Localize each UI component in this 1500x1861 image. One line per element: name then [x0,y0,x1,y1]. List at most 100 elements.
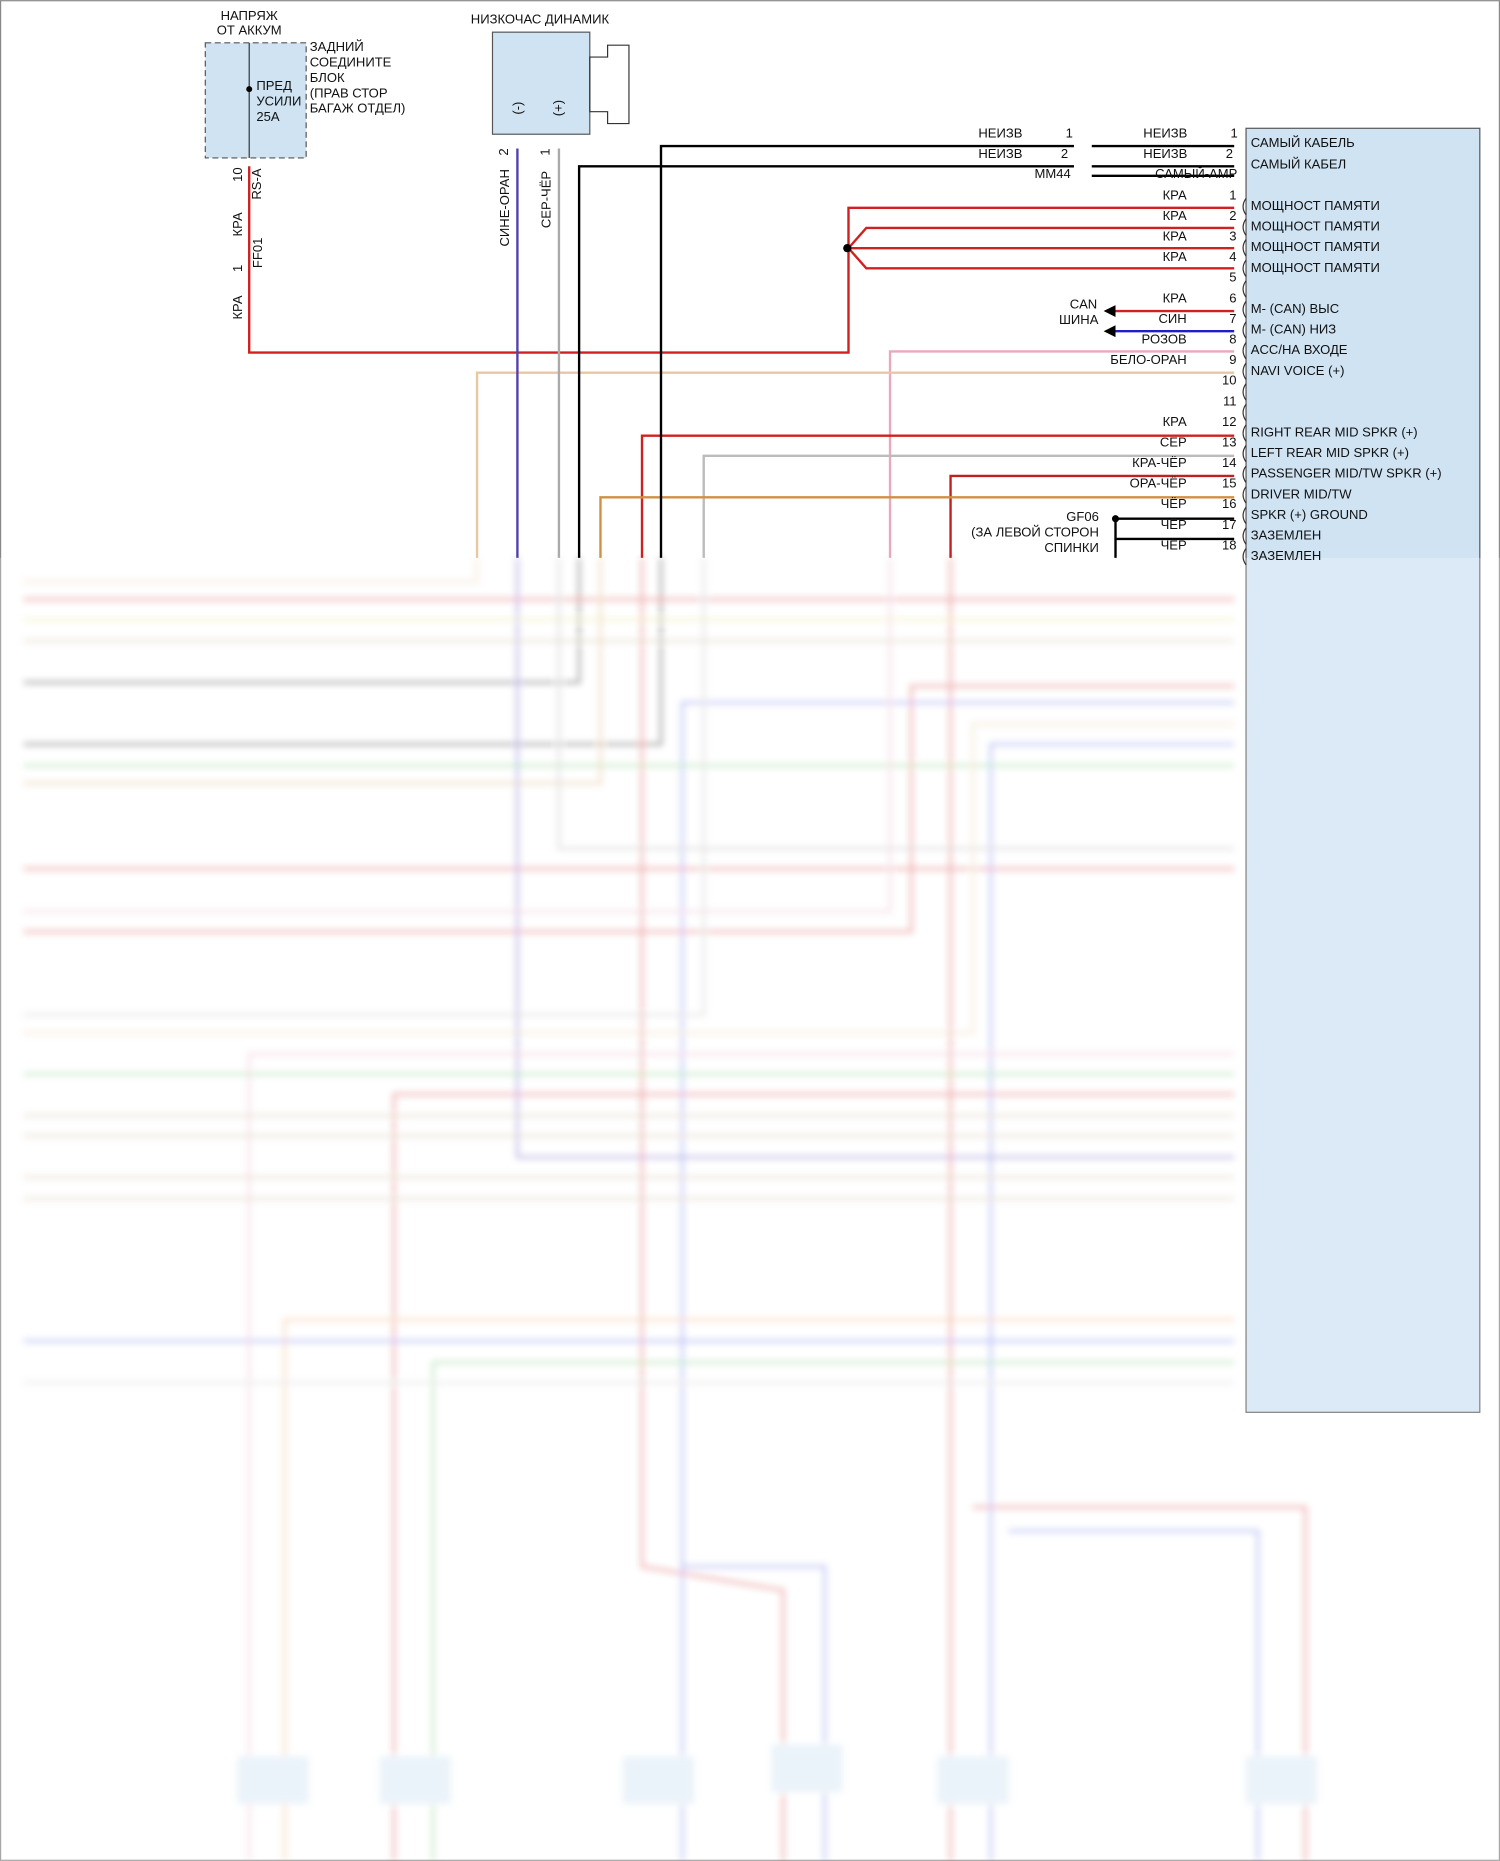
wire-color: НЕИЗВ [1143,146,1187,161]
wire-black-1 [659,144,1074,558]
pin-label: M- (CAN) НИЗ [1251,322,1336,337]
ground-name: GF06 [1066,509,1099,524]
subwoofer-title: НИЗКОЧАС ДИНАМИК [471,12,610,27]
pin-number: 1 [1229,187,1236,202]
pin-label: САМЫЙ КАБЕЛ [1251,157,1346,172]
wire-color: СЕР [1160,434,1187,449]
wires [248,144,1235,558]
wire-color: СИН [1158,311,1186,326]
pin-terminal [1242,445,1247,463]
pin-number: 15 [1222,476,1237,491]
pin-label: SPKR (+) GROUND [1251,507,1368,522]
pin-label: RIGHT REAR MID SPKR (+) [1251,425,1418,440]
pin-label: МОЩНОСТ ПАМЯТИ [1251,239,1380,254]
junction-box [204,42,307,159]
amp-connector [1245,127,1481,1413]
wire-gray [702,454,1235,558]
wire-color: НЕИЗВ [978,126,1022,141]
block-label: БЛОК [310,70,345,85]
pin-number: 18 [1222,537,1237,552]
pin-number: 11 [1223,393,1237,408]
wire-color: КРА [1163,290,1187,305]
pin-label: NAVI VOICE (+) [1251,363,1345,378]
fuse-label: УСИЛИ [256,94,301,109]
pin-terminal [1242,280,1247,298]
pin-label: МОЩНОСТ ПАМЯТИ [1251,219,1380,234]
wire-red [248,166,1235,354]
ground-note: (ЗА ЛЕВОЙ СТОРОН [971,524,1099,539]
wire-ground [1114,517,1235,558]
pin-number: 2 [1229,208,1236,223]
pin-terminal [1242,424,1247,442]
pin-number: 6 [1229,290,1236,305]
wire-color: КРА [1163,414,1187,429]
pin-number: 1 [1231,126,1238,141]
block-label: СОЕДИНИТЕ [310,54,392,69]
pin-terminal [1242,259,1247,278]
can-label: CAN [1070,297,1098,312]
pin-number: 10 [230,167,245,182]
pin-label: PASSENGER MID/TW SPKR (+) [1251,466,1442,481]
wire-color: НЕИЗВ [978,146,1022,161]
can-arrows [1103,305,1116,338]
wire-color: ЧЁР [1161,496,1187,511]
pin-terminal [1242,403,1247,422]
pin-label: ЗАЗЕМЛЕН [1251,548,1322,563]
wire-color: ЧЁР [1161,537,1187,552]
pin-number: 13 [1222,434,1237,449]
wire-color: КРА [1163,249,1187,264]
pin-label: МОЩНОСТ ПАМЯТИ [1251,260,1380,275]
ground-note: СПИНКИ [1044,540,1099,555]
pin-terminal [1242,506,1247,525]
subwoofer-box [491,31,591,135]
terminal: (-) [510,102,525,115]
wire-black-2 [577,165,1074,558]
wire-color: КРА [230,295,245,319]
pin-number: 17 [1222,517,1237,532]
wire-color: ОРА-ЧЁР [1130,476,1187,491]
pin-label: ЗАЗЕМЛЕН [1251,527,1322,542]
block-label: БАГАЖ ОТДЕЛ) [310,101,406,116]
block-label: ЗАДНИЙ [310,39,364,54]
wire-color: СЕР-ЧЁР [539,171,554,229]
pin-number: 2 [1226,146,1233,161]
wire-color: КРА [1163,187,1187,202]
blurred-lower-section [23,557,1318,1861]
pin-label: МОЩНОСТ ПАМЯТИ [1251,198,1380,213]
pin-terminal [1242,197,1247,216]
pin-number: 5 [1229,270,1236,285]
pin-label: ACC/НА ВХОДЕ [1251,342,1348,357]
wire-red-black [949,474,1235,558]
pin-number: 8 [1229,332,1236,347]
wire-pink [888,350,1235,558]
pin-number: 1 [1066,126,1073,141]
fuse-label: ПРЕД [256,78,292,93]
ground-dot [1111,515,1120,523]
wire-black-amp [1091,144,1235,177]
fuse-label: 25A [256,109,280,124]
pin-number: 3 [1229,229,1236,244]
wire-color: СИНЕ-ОРАН [497,169,512,246]
fuse-dot [246,86,253,93]
connector-name: САМЫЙ-АМР [1155,166,1238,181]
pin-number: 9 [1229,352,1236,367]
terminal: (+) [550,100,565,116]
splice [843,243,852,253]
power-title: НАПРЯЖ [221,8,278,23]
wire-color: РОЗОВ [1142,332,1187,347]
pin-terminal [1242,527,1247,545]
pin-terminal [1242,342,1247,360]
pin-terminal [1242,362,1247,380]
blur-veil [0,557,1500,1861]
can-label: ШИНА [1059,312,1099,327]
connector-name: FF01 [250,238,265,268]
pin-number: 16 [1222,496,1237,511]
pin-label: САМЫЙ КАБЕЛЬ [1251,135,1355,150]
pin-label: M- (CAN) ВЫС [1251,301,1339,316]
connector-name: MM44 [1034,166,1070,181]
connector-name: RS-A [249,168,264,199]
wire-color: КРА [230,212,245,236]
wire-orange-black [599,496,1235,558]
